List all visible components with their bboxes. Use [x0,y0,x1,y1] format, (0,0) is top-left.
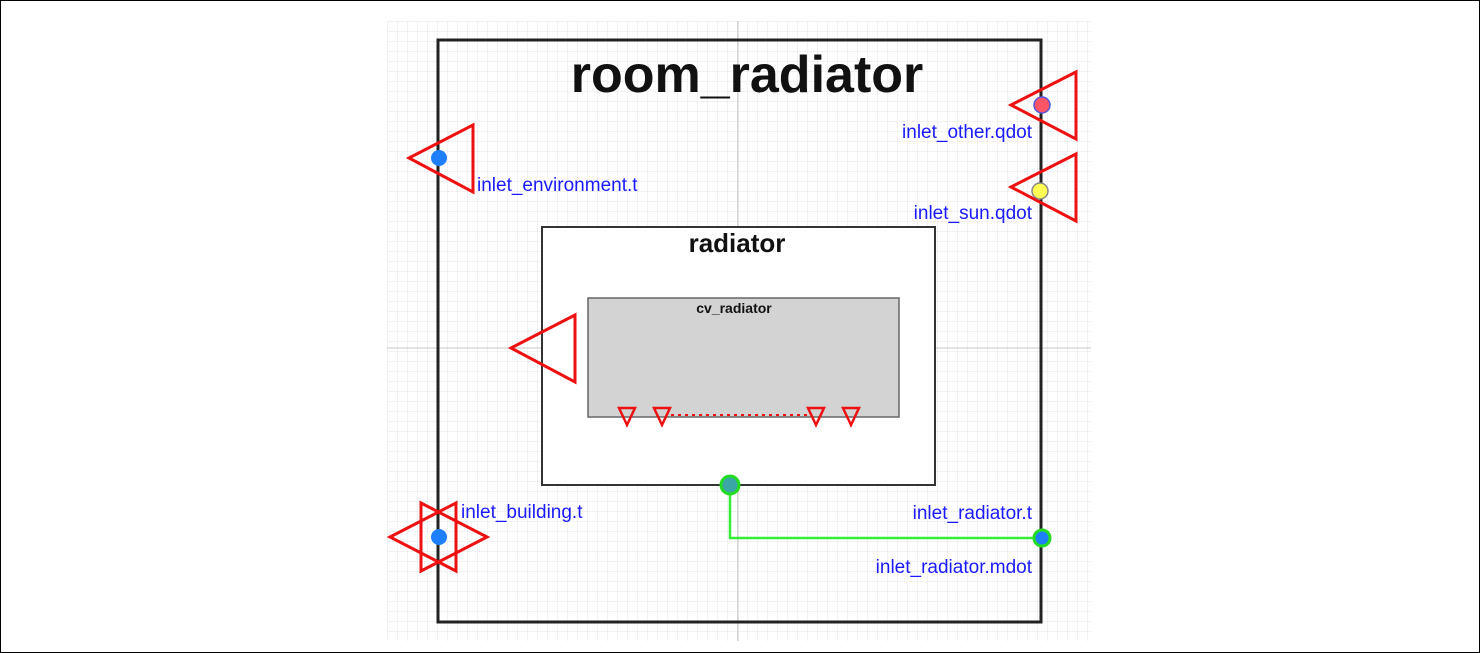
room-radiator-block[interactable] [436,38,1043,624]
inlet-radiator-t-label: inlet_radiator.t [913,503,1033,524]
radiator-connection-line [728,485,1042,540]
inlet-other-dot-icon[interactable] [1033,96,1051,114]
radiator-input-triangle-icon[interactable] [507,312,577,385]
cv-port-triangle-4-icon[interactable] [841,406,861,428]
radiator-port-green-icon[interactable] [719,474,741,496]
inlet-sun-dot-icon[interactable] [1031,182,1049,200]
inlet-building-triangle-right-icon[interactable] [419,500,491,574]
cv-radiator-label: cv_radiator [696,300,772,316]
inlet-building-label: inlet_building.t [461,502,583,523]
inlet-other-label: inlet_other.qdot [902,122,1033,143]
inlet-environment-dot-icon[interactable] [431,150,447,166]
inlet-building-triangle-left-icon[interactable] [386,500,458,574]
radiator-label: radiator [689,228,786,258]
inlet-sun-label: inlet_sun.qdot [914,203,1033,224]
inlet-other-triangle-icon[interactable] [1007,69,1078,142]
inlet-environment-label: inlet_environment.t [477,175,638,196]
inlet-sun-triangle-icon[interactable] [1007,151,1078,224]
cv-port-triangle-1-icon[interactable] [617,406,637,428]
inlet-radiator-mdot-label: inlet_radiator.mdot [876,557,1033,578]
cv-port-triangle-2-icon[interactable] [652,406,672,428]
cv-port-triangle-3-icon[interactable] [806,406,826,428]
inlet-environment-triangle-icon[interactable] [405,122,475,195]
inlet-building-dot-icon[interactable] [431,529,447,545]
room-radiator-title: room_radiator [571,46,924,104]
cv-radiator-block[interactable] [587,297,900,418]
inlet-radiator-port-icon[interactable] [1032,528,1052,548]
